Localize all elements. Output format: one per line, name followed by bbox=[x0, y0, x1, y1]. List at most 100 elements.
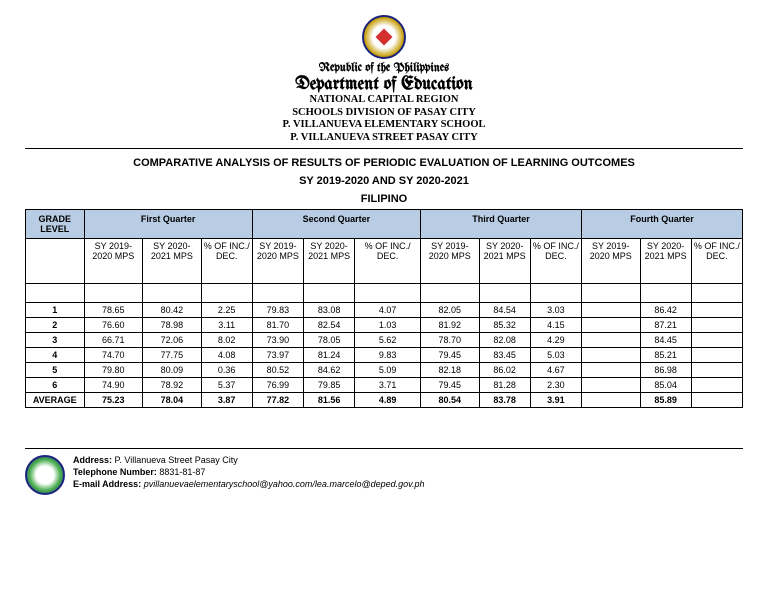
avg-cell: 77.82 bbox=[252, 393, 303, 408]
cell: 83.08 bbox=[304, 303, 355, 318]
cell bbox=[691, 333, 742, 348]
report-title: COMPARATIVE ANALYSIS OF RESULTS OF PERIO… bbox=[25, 157, 743, 169]
cell: 73.90 bbox=[252, 333, 303, 348]
col-grade: GRADE LEVEL bbox=[26, 210, 85, 239]
cell: 86.42 bbox=[640, 303, 691, 318]
cell: 81.24 bbox=[304, 348, 355, 363]
report-subject: FILIPINO bbox=[25, 193, 743, 205]
cell bbox=[691, 303, 742, 318]
cell bbox=[691, 363, 742, 378]
header-republic: Republic of the Philippines bbox=[25, 63, 743, 75]
data-table: GRADE LEVEL First Quarter Second Quarter… bbox=[25, 209, 743, 408]
telephone-value: 8831-81-87 bbox=[159, 467, 205, 477]
cell: 77.75 bbox=[143, 348, 202, 363]
cell: 82.54 bbox=[304, 318, 355, 333]
avg-cell: 3.87 bbox=[201, 393, 252, 408]
table-row: 178.6580.422.2579.8383.084.0782.0584.543… bbox=[26, 303, 743, 318]
footer-divider bbox=[25, 448, 743, 449]
avg-cell: 85.89 bbox=[640, 393, 691, 408]
sub-q3-20: SY 2020-2021 MPS bbox=[479, 239, 530, 284]
sub-q4-pct: % OF INC./ DEC. bbox=[691, 239, 742, 284]
cell: 85.32 bbox=[479, 318, 530, 333]
cell: 3.03 bbox=[530, 303, 581, 318]
cell: 81.28 bbox=[479, 378, 530, 393]
header-school: P. VILLANUEVA ELEMENTARY SCHOOL bbox=[25, 119, 743, 132]
sub-q2-pct: % OF INC./ DEC. bbox=[355, 239, 421, 284]
cell: 86.98 bbox=[640, 363, 691, 378]
header-department: Department of Education bbox=[25, 75, 743, 94]
sub-blank bbox=[26, 239, 85, 284]
cell: 1 bbox=[26, 303, 85, 318]
sub-q2-20: SY 2020-2021 MPS bbox=[304, 239, 355, 284]
table-row: 276.6078.983.1181.7082.541.0381.9285.324… bbox=[26, 318, 743, 333]
header-street: P. VILLANUEVA STREET PASAY CITY bbox=[25, 132, 743, 145]
cell bbox=[691, 318, 742, 333]
cell: 4.08 bbox=[201, 348, 252, 363]
average-row: AVERAGE75.2378.043.8777.8281.564.8980.54… bbox=[26, 393, 743, 408]
address-label: Address: bbox=[73, 455, 112, 465]
cell bbox=[581, 378, 640, 393]
table-row: 579.8080.090.3680.5284.625.0982.1886.024… bbox=[26, 363, 743, 378]
sub-q2-19: SY 2019-2020 MPS bbox=[252, 239, 303, 284]
cell: 5 bbox=[26, 363, 85, 378]
avg-cell: 83.78 bbox=[479, 393, 530, 408]
cell: 79.45 bbox=[421, 348, 480, 363]
sub-q1-19: SY 2019-2020 MPS bbox=[84, 239, 143, 284]
table-spacer-row bbox=[26, 284, 743, 303]
telephone-label: Telephone Number: bbox=[73, 467, 157, 477]
cell: 81.70 bbox=[252, 318, 303, 333]
avg-cell bbox=[691, 393, 742, 408]
cell: 80.42 bbox=[143, 303, 202, 318]
cell bbox=[581, 318, 640, 333]
cell: 5.09 bbox=[355, 363, 421, 378]
avg-cell: 78.04 bbox=[143, 393, 202, 408]
cell: 79.80 bbox=[84, 363, 143, 378]
address-value: P. Villanueva Street Pasay City bbox=[115, 455, 238, 465]
header-division: SCHOOLS DIVISION OF PASAY CITY bbox=[25, 107, 743, 120]
table-header-row: GRADE LEVEL First Quarter Second Quarter… bbox=[26, 210, 743, 239]
cell bbox=[581, 333, 640, 348]
cell: 84.54 bbox=[479, 303, 530, 318]
table-row: 674.9078.925.3776.9979.853.7179.4581.282… bbox=[26, 378, 743, 393]
cell: 80.09 bbox=[143, 363, 202, 378]
sub-q3-pct: % OF INC./ DEC. bbox=[530, 239, 581, 284]
cell: 76.60 bbox=[84, 318, 143, 333]
cell: 83.45 bbox=[479, 348, 530, 363]
cell: 5.03 bbox=[530, 348, 581, 363]
sub-q4-19: SY 2019-2020 MPS bbox=[581, 239, 640, 284]
email-value: pvillanuevaelementaryschool@yahoo.com/le… bbox=[144, 479, 425, 489]
cell: 4.67 bbox=[530, 363, 581, 378]
cell: 2.25 bbox=[201, 303, 252, 318]
cell bbox=[691, 348, 742, 363]
header-divider bbox=[25, 148, 743, 149]
cell: 1.03 bbox=[355, 318, 421, 333]
col-q4: Fourth Quarter bbox=[581, 210, 742, 239]
footer-info: Address: P. Villanueva Street Pasay City… bbox=[73, 455, 424, 490]
cell: 8.02 bbox=[201, 333, 252, 348]
cell: 76.99 bbox=[252, 378, 303, 393]
cell bbox=[581, 303, 640, 318]
cell: 82.05 bbox=[421, 303, 480, 318]
email-label: E-mail Address: bbox=[73, 479, 141, 489]
cell: 74.90 bbox=[84, 378, 143, 393]
table-subheader-row: SY 2019-2020 MPS SY 2020-2021 MPS % OF I… bbox=[26, 239, 743, 284]
avg-cell: 80.54 bbox=[421, 393, 480, 408]
cell: 78.65 bbox=[84, 303, 143, 318]
sub-q1-pct: % OF INC./ DEC. bbox=[201, 239, 252, 284]
cell: 5.37 bbox=[201, 378, 252, 393]
cell: 79.85 bbox=[304, 378, 355, 393]
cell: 86.02 bbox=[479, 363, 530, 378]
cell bbox=[691, 378, 742, 393]
avg-cell: 81.56 bbox=[304, 393, 355, 408]
document-header: Republic of the Philippines Department o… bbox=[25, 15, 743, 144]
cell: 78.92 bbox=[143, 378, 202, 393]
cell: 87.21 bbox=[640, 318, 691, 333]
col-q3: Third Quarter bbox=[421, 210, 582, 239]
avg-cell: 3.91 bbox=[530, 393, 581, 408]
cell: 73.97 bbox=[252, 348, 303, 363]
cell: 3 bbox=[26, 333, 85, 348]
cell: 81.92 bbox=[421, 318, 480, 333]
cell: 2 bbox=[26, 318, 85, 333]
sub-q1-20: SY 2020-2021 MPS bbox=[143, 239, 202, 284]
table-row: 474.7077.754.0873.9781.249.8379.4583.455… bbox=[26, 348, 743, 363]
